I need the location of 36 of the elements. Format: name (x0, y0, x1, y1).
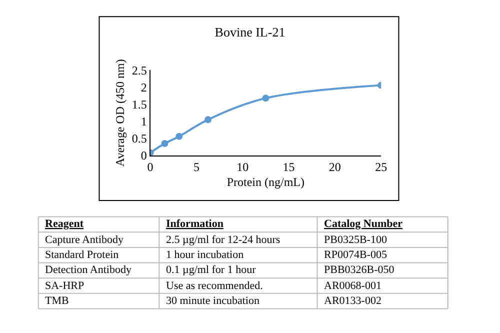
x-tick-label: 15 (282, 160, 295, 174)
x-tick-label: 10 (236, 160, 249, 174)
text: Capture Antibody (45, 234, 124, 246)
text: PBB0326B-050 (324, 264, 395, 276)
text: Standard Protein (45, 249, 120, 261)
point (176, 132, 183, 140)
y-tick-label: 0 (140, 148, 147, 163)
y-tick-label: 1.5 (132, 98, 147, 112)
text: AR0068-001 (324, 280, 382, 292)
x-tick-label: 25 (375, 160, 388, 174)
text: TMB (45, 295, 69, 307)
text: Catalog Number (324, 218, 403, 230)
text: Reagent (45, 218, 84, 230)
text: AR0133-002 (324, 295, 382, 307)
point (161, 140, 168, 148)
text: Detection Antibody (45, 264, 132, 276)
y-tick-label: 1 (140, 114, 147, 129)
x-tick-label: 5 (193, 160, 200, 174)
x-axis-title: Protein (ng/mL) (226, 174, 305, 189)
text: SA-HRP (45, 280, 84, 292)
text: Use as recommended. (166, 280, 264, 292)
text: 30 minute incubation (166, 295, 260, 307)
text: 2.5 µg/ml for 12-24 hours (166, 234, 280, 246)
text: PB0325B-100 (324, 234, 388, 246)
text: 1 hour incubation (166, 249, 244, 261)
chart-title: Bovine IL-21 (214, 24, 286, 40)
point (262, 94, 270, 102)
text: Information (166, 218, 224, 230)
y-tick-label: 2.5 (132, 63, 147, 78)
y-tick-label: 2 (140, 80, 147, 94)
point (204, 116, 212, 124)
text: RP0074B-005 (324, 249, 388, 261)
y-tick-label: 0.5 (132, 132, 147, 146)
x-tick-label: 20 (328, 160, 341, 174)
y-axis-title: Average OD (450 nm) (113, 59, 128, 167)
text: 0.1 µg/ml for 1 hour (166, 264, 256, 276)
